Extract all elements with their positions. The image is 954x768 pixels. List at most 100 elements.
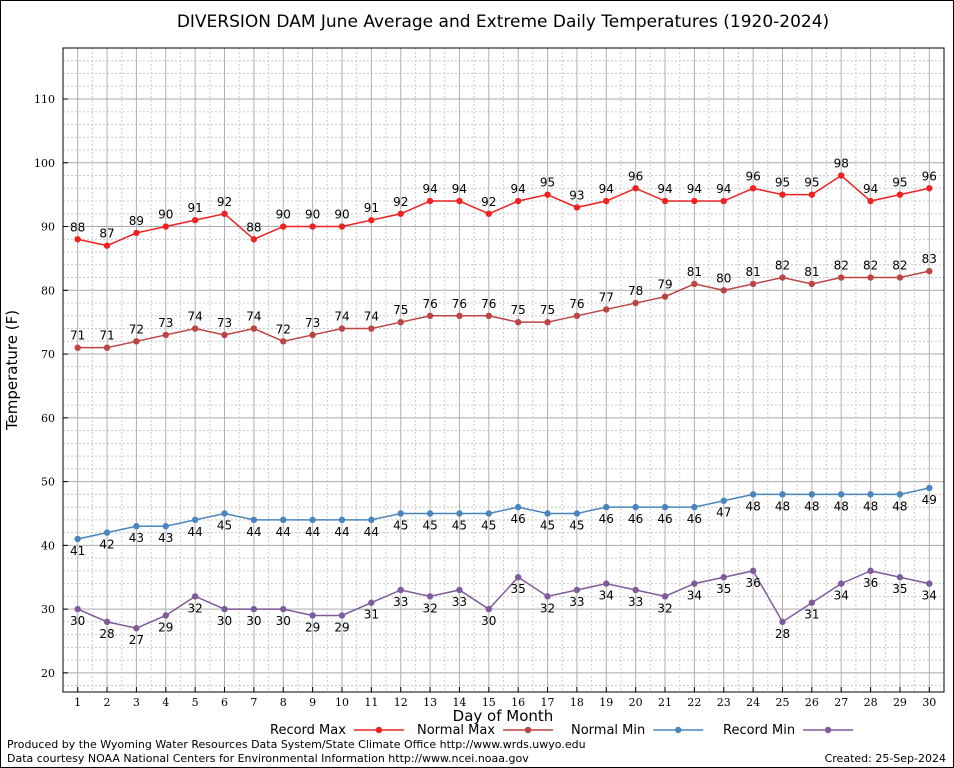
y-tick-label: 40 xyxy=(41,539,55,552)
data-point xyxy=(779,274,786,281)
data-label: 77 xyxy=(599,290,614,304)
data-label: 88 xyxy=(246,220,261,234)
data-label: 73 xyxy=(158,316,173,330)
data-label: 32 xyxy=(188,601,203,615)
data-label: 94 xyxy=(511,182,526,196)
data-label: 76 xyxy=(452,297,467,311)
x-tick-label: 24 xyxy=(746,696,760,709)
data-label: 46 xyxy=(599,512,614,526)
data-point xyxy=(779,618,786,626)
data-label: 34 xyxy=(687,589,702,603)
x-tick-label: 30 xyxy=(922,696,936,709)
data-point xyxy=(808,491,816,498)
series-normal-min: 41 42 43 43 44 45 44 44 44 44 44 45 45 45 45 46 45 45 46 46… xyxy=(70,484,937,558)
data-point xyxy=(603,197,610,205)
data-point xyxy=(368,599,375,606)
data-label: 33 xyxy=(628,595,643,609)
data-point xyxy=(749,567,757,575)
data-point xyxy=(926,267,933,275)
data-label: 32 xyxy=(657,601,672,615)
data-point xyxy=(838,274,845,281)
y-tick-label: 100 xyxy=(34,157,55,170)
data-label: 96 xyxy=(628,169,643,183)
data-label: 94 xyxy=(452,182,467,196)
data-label: 31 xyxy=(804,608,819,622)
x-tick-label: 5 xyxy=(192,696,199,709)
data-label: 94 xyxy=(863,182,878,196)
data-label: 29 xyxy=(158,620,173,634)
x-tick-label: 10 xyxy=(335,696,349,709)
data-label: 91 xyxy=(188,201,203,215)
data-point xyxy=(603,580,610,587)
data-point xyxy=(603,503,610,511)
legend: Record Max Normal Max Normal Min Record Min xyxy=(270,723,854,738)
data-point xyxy=(632,185,639,192)
y-tick-label: 70 xyxy=(41,348,55,361)
data-label: 36 xyxy=(745,576,760,590)
data-label: 34 xyxy=(599,589,614,603)
data-point xyxy=(74,236,81,243)
data-point xyxy=(368,216,375,224)
data-point xyxy=(838,491,845,498)
data-point xyxy=(632,586,639,594)
data-point xyxy=(896,191,904,198)
data-label: 91 xyxy=(364,201,379,215)
data-point xyxy=(191,325,199,332)
data-label: 75 xyxy=(511,303,526,317)
data-label: 35 xyxy=(511,582,526,596)
data-point xyxy=(309,612,316,619)
grid-lines xyxy=(63,47,945,692)
data-point xyxy=(867,491,874,498)
y-tick-label: 50 xyxy=(41,476,55,489)
data-point xyxy=(397,586,404,594)
data-point xyxy=(661,503,669,511)
data-label: 95 xyxy=(540,176,555,190)
data-label: 43 xyxy=(129,531,144,545)
data-point xyxy=(221,331,228,339)
data-point xyxy=(544,510,551,517)
legend-marker xyxy=(824,726,832,734)
data-label: 92 xyxy=(481,195,496,209)
data-point xyxy=(221,510,228,517)
data-point xyxy=(74,535,81,543)
data-point xyxy=(661,593,669,600)
data-label: 71 xyxy=(99,329,114,343)
data-point xyxy=(573,586,581,594)
x-tick-label: 12 xyxy=(394,696,408,709)
data-label: 48 xyxy=(745,499,760,513)
data-point xyxy=(720,287,727,294)
data-label: 90 xyxy=(158,208,173,222)
legend-label: Record Max xyxy=(270,723,346,738)
data-label: 34 xyxy=(922,589,937,603)
series-line xyxy=(77,570,930,630)
data-point xyxy=(280,223,287,230)
data-point xyxy=(133,229,140,237)
data-label: 30 xyxy=(70,614,85,628)
data-label: 90 xyxy=(305,208,320,222)
data-point xyxy=(514,197,522,205)
data-label: 92 xyxy=(217,195,232,209)
data-point xyxy=(573,510,581,517)
data-point xyxy=(632,299,639,307)
data-point xyxy=(838,580,845,587)
data-point xyxy=(397,318,404,326)
data-point xyxy=(749,185,757,192)
data-point xyxy=(926,484,933,492)
data-label: 73 xyxy=(217,316,232,330)
data-point xyxy=(779,191,786,198)
data-label: 29 xyxy=(334,620,349,634)
data-point xyxy=(162,523,169,530)
data-point xyxy=(338,516,346,524)
data-label: 96 xyxy=(745,169,760,183)
data-point xyxy=(573,204,581,211)
data-point xyxy=(456,510,463,517)
data-label: 73 xyxy=(305,316,320,330)
x-tick-label: 19 xyxy=(599,696,613,709)
x-tick-label: 6 xyxy=(221,696,228,709)
data-point xyxy=(838,172,845,179)
data-label: 81 xyxy=(745,265,760,279)
data-label: 44 xyxy=(188,525,203,539)
data-label: 46 xyxy=(687,512,702,526)
data-point xyxy=(309,223,316,230)
